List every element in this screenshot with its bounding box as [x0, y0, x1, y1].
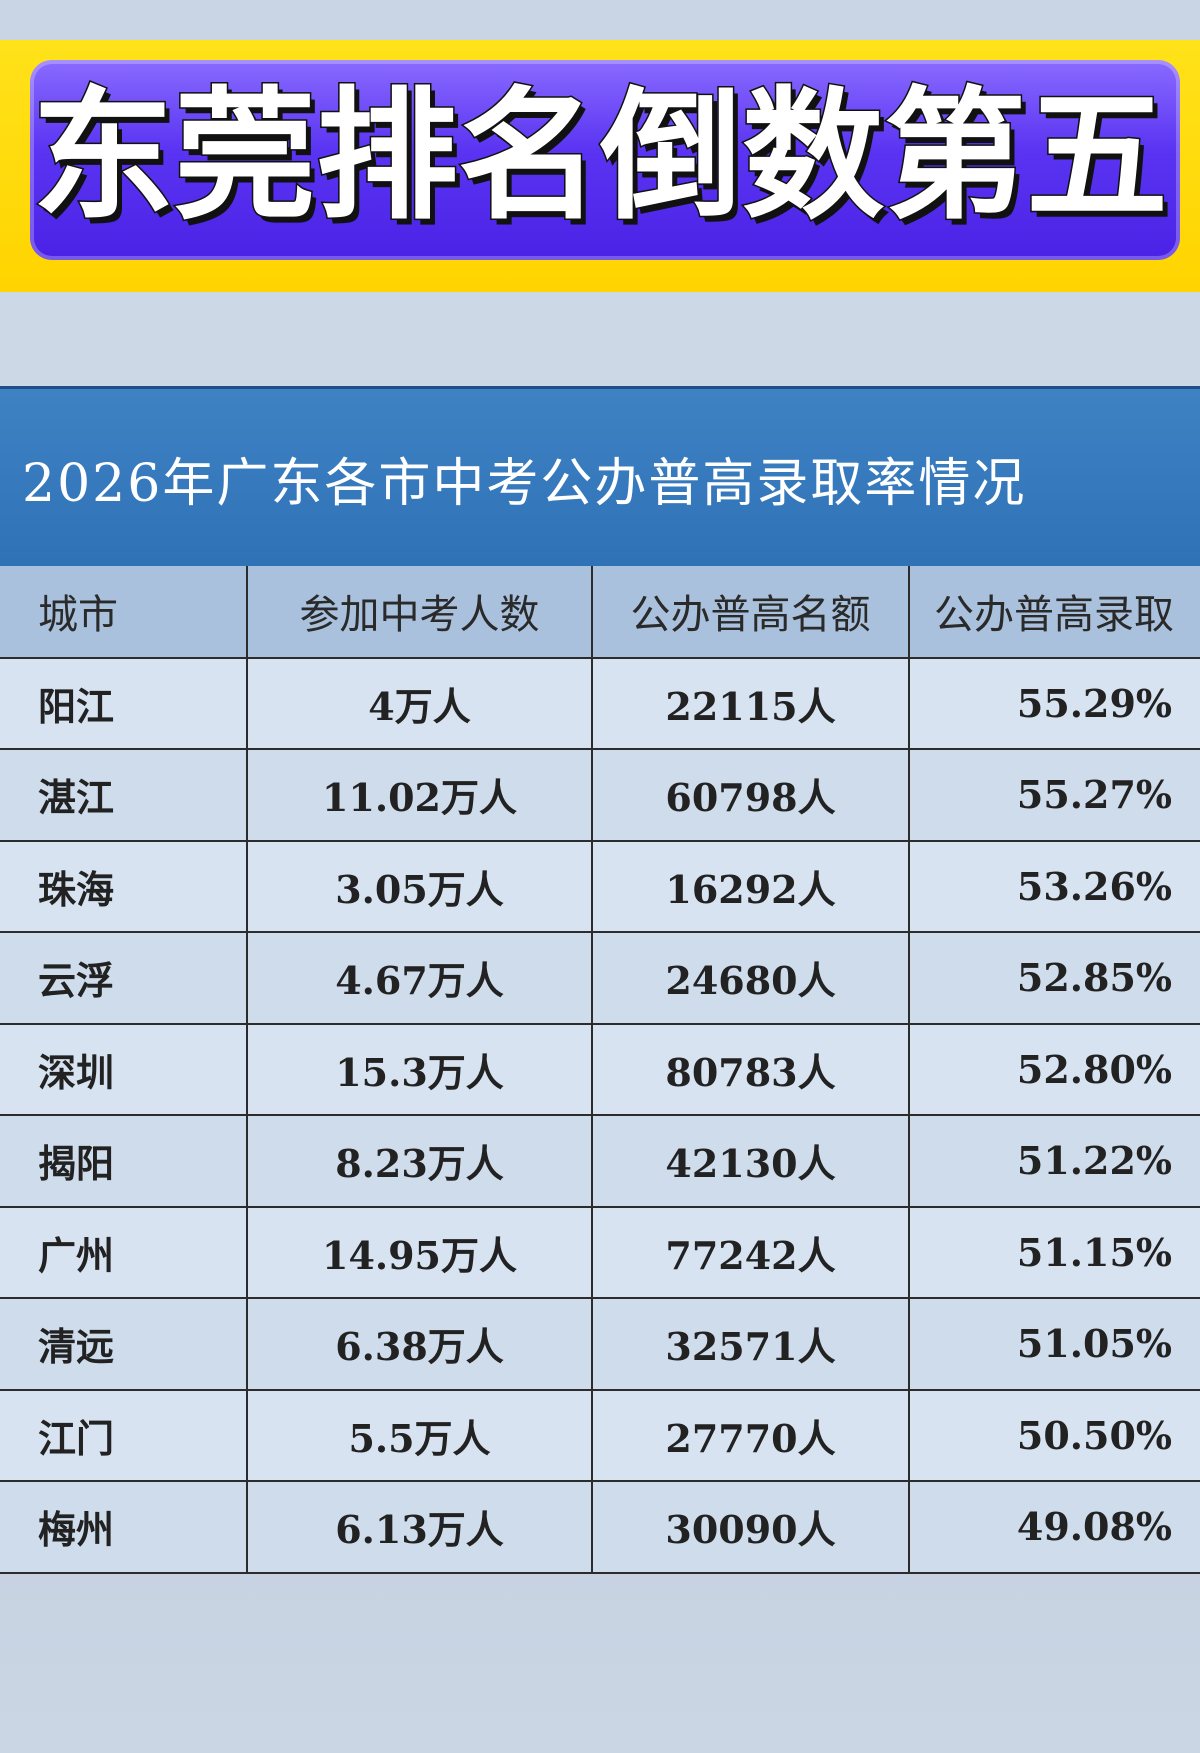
cell-exam-takers: 15.3万人	[246, 1022, 593, 1116]
cell-exam-takers: 3.05万人	[246, 839, 593, 933]
cell-quota: 24680人	[591, 931, 910, 1025]
column-header-city: 城市	[0, 566, 248, 659]
cell-quota: 60798人	[591, 748, 910, 842]
cell-city: 江门	[0, 1388, 248, 1482]
cell-rate: 50.50%	[908, 1388, 1200, 1482]
table-title: 2026年广东各市中考公办普高录取率情况	[22, 454, 1027, 514]
bottom-background	[0, 1574, 1200, 1753]
table-row: 揭阳 8.23万人 42130人 51.22%	[0, 1114, 1200, 1208]
cell-quota: 16292人	[591, 839, 910, 933]
cell-exam-takers: 4万人	[246, 656, 593, 750]
table-row: 阳江 4万人 22115人 55.29%	[0, 656, 1200, 750]
cell-exam-takers: 4.67万人	[246, 931, 593, 1025]
cell-quota: 30090人	[591, 1480, 910, 1574]
table-header-row: 城市 参加中考人数 公办普高名额 公办普高录取	[0, 566, 1200, 659]
column-header-rate: 公办普高录取	[908, 566, 1200, 659]
table-row: 深圳 15.3万人 80783人 52.80%	[0, 1022, 1200, 1116]
cell-city: 珠海	[0, 839, 248, 933]
table-row: 珠海 3.05万人 16292人 53.26%	[0, 839, 1200, 933]
table-body: 阳江 4万人 22115人 55.29% 湛江 11.02万人 60798人 55.27% 珠海…	[0, 656, 1200, 1574]
cell-rate: 53.26%	[908, 839, 1200, 933]
cell-quota: 77242人	[591, 1205, 910, 1299]
cell-rate: 55.29%	[908, 656, 1200, 750]
cell-exam-takers: 5.5万人	[246, 1388, 593, 1482]
admission-rate-table: 城市 参加中考人数 公办普高名额 公办普高录取 阳江 4万人 22115人 55.29…	[0, 566, 1200, 1574]
cell-quota: 27770人	[591, 1388, 910, 1482]
cell-city: 清远	[0, 1297, 248, 1391]
cell-city: 梅州	[0, 1480, 248, 1574]
headline-title: 东莞排名倒数第五	[31, 73, 1170, 241]
cell-rate: 52.80%	[908, 1022, 1200, 1116]
table-row: 云浮 4.67万人 24680人 52.85%	[0, 931, 1200, 1025]
cell-rate: 51.15%	[908, 1205, 1200, 1299]
table-row: 清远 6.38万人 32571人 51.05%	[0, 1297, 1200, 1391]
cell-city: 广州	[0, 1205, 248, 1299]
cell-rate: 51.22%	[908, 1114, 1200, 1208]
cell-exam-takers: 6.38万人	[246, 1297, 593, 1391]
column-header-exam-takers: 参加中考人数	[246, 566, 593, 659]
cell-quota: 32571人	[591, 1297, 910, 1391]
cell-city: 深圳	[0, 1022, 248, 1116]
cell-city: 云浮	[0, 931, 248, 1025]
cell-rate: 51.05%	[908, 1297, 1200, 1391]
cell-quota: 80783人	[591, 1022, 910, 1116]
cell-quota: 22115人	[591, 656, 910, 750]
headline-box	[30, 60, 1180, 260]
table-row: 广州 14.95万人 77242人 51.15%	[0, 1205, 1200, 1299]
cell-rate: 49.08%	[908, 1480, 1200, 1574]
table-title-bar: 2026年广东各市中考公办普高录取率情况	[0, 386, 1200, 566]
table-row: 梅州 6.13万人 30090人 49.08%	[0, 1480, 1200, 1574]
table-row: 湛江 11.02万人 60798人 55.27%	[0, 748, 1200, 842]
cell-city: 揭阳	[0, 1114, 248, 1208]
cell-exam-takers: 11.02万人	[246, 748, 593, 842]
cell-city: 湛江	[0, 748, 248, 842]
cell-exam-takers: 8.23万人	[246, 1114, 593, 1208]
cell-exam-takers: 6.13万人	[246, 1480, 593, 1574]
cell-exam-takers: 14.95万人	[246, 1205, 593, 1299]
column-header-quota: 公办普高名额	[591, 566, 910, 659]
cell-quota: 42130人	[591, 1114, 910, 1208]
cell-rate: 52.85%	[908, 931, 1200, 1025]
cell-city: 阳江	[0, 656, 248, 750]
cell-rate: 55.27%	[908, 748, 1200, 842]
table-row: 江门 5.5万人 27770人 50.50%	[0, 1388, 1200, 1482]
